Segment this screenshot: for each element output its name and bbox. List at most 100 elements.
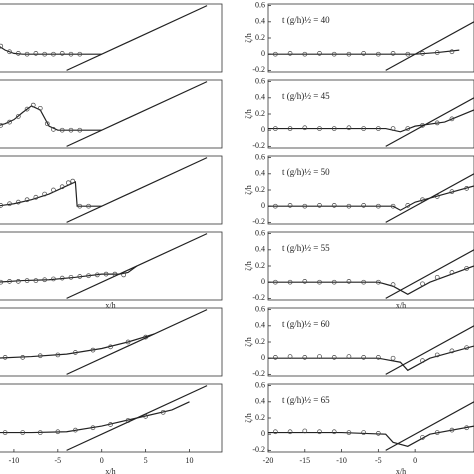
data-point [33,51,39,56]
data-point [70,178,76,184]
data-point [331,126,337,131]
data-point [302,125,308,131]
y-tick-label: 0.4 [255,245,265,254]
data-point [15,279,21,284]
annotation: t (g/h)½ = 40 [282,15,330,25]
data-point [331,203,337,208]
data-point [376,355,381,360]
panel: x/h [0,231,223,310]
data-point [302,428,308,434]
data-point [287,354,293,359]
panel [0,307,223,377]
annotation: t (g/h)½ = 65 [282,395,330,405]
data-point [103,271,109,277]
data-point [33,194,39,200]
panel: -10 -5 0 5 10 x/h [0,383,223,474]
plot-frame [0,307,223,377]
x-tick-label: 0 [100,456,104,465]
data-point [405,203,411,208]
data-point [390,203,396,209]
data-point [302,355,308,360]
y-tick-label: 0.4 [255,321,265,330]
y-tick-label: 0.2 [255,185,265,194]
data-point [86,203,91,209]
data-point [376,51,381,57]
data-point [302,203,308,209]
data-line [0,401,190,434]
panel [0,79,223,149]
data-point [42,51,48,57]
data-point [317,51,322,56]
data-line [66,309,208,375]
data-point [73,350,78,355]
data-point [68,274,74,280]
data-point [361,279,366,285]
data-point [331,51,337,57]
data-point [390,126,396,131]
data-point [434,352,440,358]
data-line [385,173,474,223]
y-tick-label: 0.6 [255,0,265,9]
data-point [464,186,469,191]
x-tick-label: 0 [413,456,417,465]
data-line [268,109,474,133]
y-tick-label: 0 [261,353,265,362]
y-tick-label: 0 [261,49,265,58]
data-point [361,126,366,131]
plot-area [0,157,208,223]
data-line [385,97,474,147]
data-point [273,203,278,209]
data-point [68,127,74,133]
y-tick-label: 0.2 [255,413,265,422]
plot-area [268,97,474,147]
data-point [449,348,455,354]
data-point [361,430,366,435]
data-point [59,51,65,56]
data-point [90,425,96,431]
data-point [449,427,455,433]
plot-area [0,385,208,451]
data-point [20,355,26,360]
data-line [385,401,474,451]
data-point [30,102,36,108]
y-axis-label: ζ/h [244,109,253,119]
data-point [51,127,56,132]
data-point [361,203,366,208]
data-point [331,429,337,435]
data-point [331,279,337,285]
data-point [287,126,293,131]
data-line [66,385,208,451]
data-point [346,354,352,359]
data-point [302,51,308,57]
data-line [268,345,474,372]
y-tick-label: 0.2 [255,261,265,270]
y-tick-label: -0.2 [252,217,265,226]
data-point [77,51,83,57]
x-tick-label: -5 [375,456,382,465]
x-axis-label: x/h [396,301,406,310]
y-tick-label: -0.2 [252,293,265,302]
data-line [385,325,474,375]
data-point [160,409,166,415]
y-axis-label: ζ/h [244,185,253,195]
data-point [449,270,455,275]
panel: 0.6 0.4 0.2 0 -0.2 ζ/h t (g/h)½ = 50 [244,152,474,226]
data-point [24,278,30,283]
x-tick-label: -15 [299,456,310,465]
data-point [0,43,4,49]
data-point [42,191,48,197]
data-point [90,347,96,353]
panel: 0.6 0.4 0.2 0 -0.2 -20 -15 -10 -5 0 x/h ζ/h t (g/h)½… [244,380,474,474]
data-point [0,279,4,285]
data-point [59,275,65,281]
data-point [346,203,352,209]
panel: 0.6 0.4 0.2 0 -0.2 ζ/h t (g/h)½ = 45 [244,76,474,150]
plot-area [0,233,208,299]
data-point [464,345,469,351]
data-line [0,333,155,359]
data-point [390,355,396,361]
y-tick-label: -0.2 [252,369,265,378]
data-line [66,5,208,71]
plot-frame [0,3,223,73]
